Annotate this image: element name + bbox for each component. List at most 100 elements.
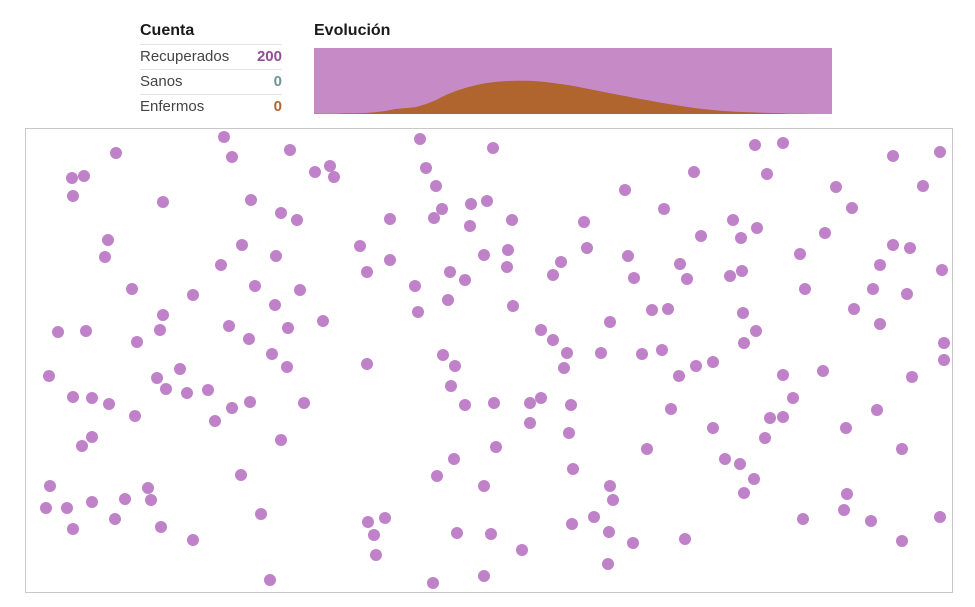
person-dot	[478, 249, 490, 261]
person-dot	[78, 170, 90, 182]
person-dot	[235, 469, 247, 481]
person-dot	[86, 431, 98, 443]
person-dot	[751, 222, 763, 234]
person-dot	[488, 397, 500, 409]
count-label-recovered: Recuperados	[140, 48, 230, 65]
person-dot	[738, 487, 750, 499]
person-dot	[174, 363, 186, 375]
person-dot	[226, 151, 238, 163]
person-dot	[838, 504, 850, 516]
person-dot	[202, 384, 214, 396]
person-dot	[840, 422, 852, 434]
person-dot	[547, 334, 559, 346]
person-dot	[690, 360, 702, 372]
person-dot	[764, 412, 776, 424]
person-dot	[43, 370, 55, 382]
simulation-canvas	[40, 131, 950, 589]
person-dot	[797, 513, 809, 525]
person-dot	[874, 259, 886, 271]
person-dot	[688, 166, 700, 178]
count-value-sick: 0	[273, 98, 282, 115]
person-dot	[777, 137, 789, 149]
person-dot	[695, 230, 707, 242]
person-dot	[324, 160, 336, 172]
person-dot	[102, 234, 114, 246]
person-dot	[66, 172, 78, 184]
person-dot	[794, 248, 806, 260]
person-dot	[430, 180, 442, 192]
person-dot	[448, 453, 460, 465]
person-dot	[187, 534, 199, 546]
person-dot	[86, 392, 98, 404]
person-dot	[255, 508, 267, 520]
person-dot	[361, 266, 373, 278]
person-dot	[80, 325, 92, 337]
person-dot	[819, 227, 831, 239]
person-dot	[309, 166, 321, 178]
person-dot	[269, 299, 281, 311]
person-dot	[516, 544, 528, 556]
person-dot	[445, 380, 457, 392]
person-dot	[370, 549, 382, 561]
person-dot	[737, 307, 749, 319]
person-dot	[459, 399, 471, 411]
person-dot	[431, 470, 443, 482]
person-dot	[52, 326, 64, 338]
evolution-title: Evolución	[314, 22, 391, 39]
person-dot	[679, 533, 691, 545]
person-dot	[524, 397, 536, 409]
person-dot	[40, 502, 52, 514]
person-dot	[226, 402, 238, 414]
person-dot	[209, 415, 221, 427]
person-dot	[841, 488, 853, 500]
person-dot	[215, 259, 227, 271]
person-dot	[317, 315, 329, 327]
person-dot	[566, 518, 578, 530]
person-dot	[563, 427, 575, 439]
person-dot	[656, 344, 668, 356]
person-dot	[602, 558, 614, 570]
person-dot	[436, 203, 448, 215]
person-dot	[787, 392, 799, 404]
person-dot	[362, 516, 374, 528]
person-dot	[501, 261, 513, 273]
person-dot	[734, 458, 746, 470]
person-dot	[145, 494, 157, 506]
person-dot	[157, 196, 169, 208]
person-dot	[266, 348, 278, 360]
person-dot	[384, 254, 396, 266]
person-dot	[187, 289, 199, 301]
person-dot	[727, 214, 739, 226]
person-dot	[478, 480, 490, 492]
person-dot	[777, 369, 789, 381]
person-dot	[887, 150, 899, 162]
person-dot	[109, 513, 121, 525]
person-dot	[719, 453, 731, 465]
person-dot	[567, 463, 579, 475]
person-dot	[361, 358, 373, 370]
person-dot	[507, 300, 519, 312]
person-dot	[131, 336, 143, 348]
person-dot	[724, 270, 736, 282]
person-dot	[736, 265, 748, 277]
person-dot	[707, 422, 719, 434]
person-dot	[641, 443, 653, 455]
person-dot	[917, 180, 929, 192]
person-dot	[799, 283, 811, 295]
person-dot	[298, 397, 310, 409]
person-dot	[707, 356, 719, 368]
person-dot	[110, 147, 122, 159]
person-dot	[603, 526, 615, 538]
person-dot	[578, 216, 590, 228]
person-dot	[662, 303, 674, 315]
person-dot	[759, 432, 771, 444]
person-dot	[414, 133, 426, 145]
person-dot	[67, 391, 79, 403]
person-dot	[595, 347, 607, 359]
person-dot	[674, 258, 686, 270]
person-dot	[412, 306, 424, 318]
person-dot	[865, 515, 877, 527]
evolution-chart	[314, 48, 832, 114]
person-dot	[738, 337, 750, 349]
person-dot	[281, 361, 293, 373]
